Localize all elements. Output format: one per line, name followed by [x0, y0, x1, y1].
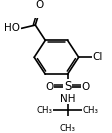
Text: HO: HO: [4, 23, 20, 33]
Text: CH₃: CH₃: [60, 124, 75, 133]
Text: S: S: [64, 80, 71, 93]
Text: NH: NH: [60, 94, 75, 104]
Text: O: O: [45, 82, 54, 92]
Text: O: O: [35, 0, 43, 10]
Text: O: O: [81, 82, 90, 92]
Text: CH₃: CH₃: [37, 106, 53, 115]
Text: CH₃: CH₃: [83, 106, 99, 115]
Text: Cl: Cl: [93, 52, 103, 62]
